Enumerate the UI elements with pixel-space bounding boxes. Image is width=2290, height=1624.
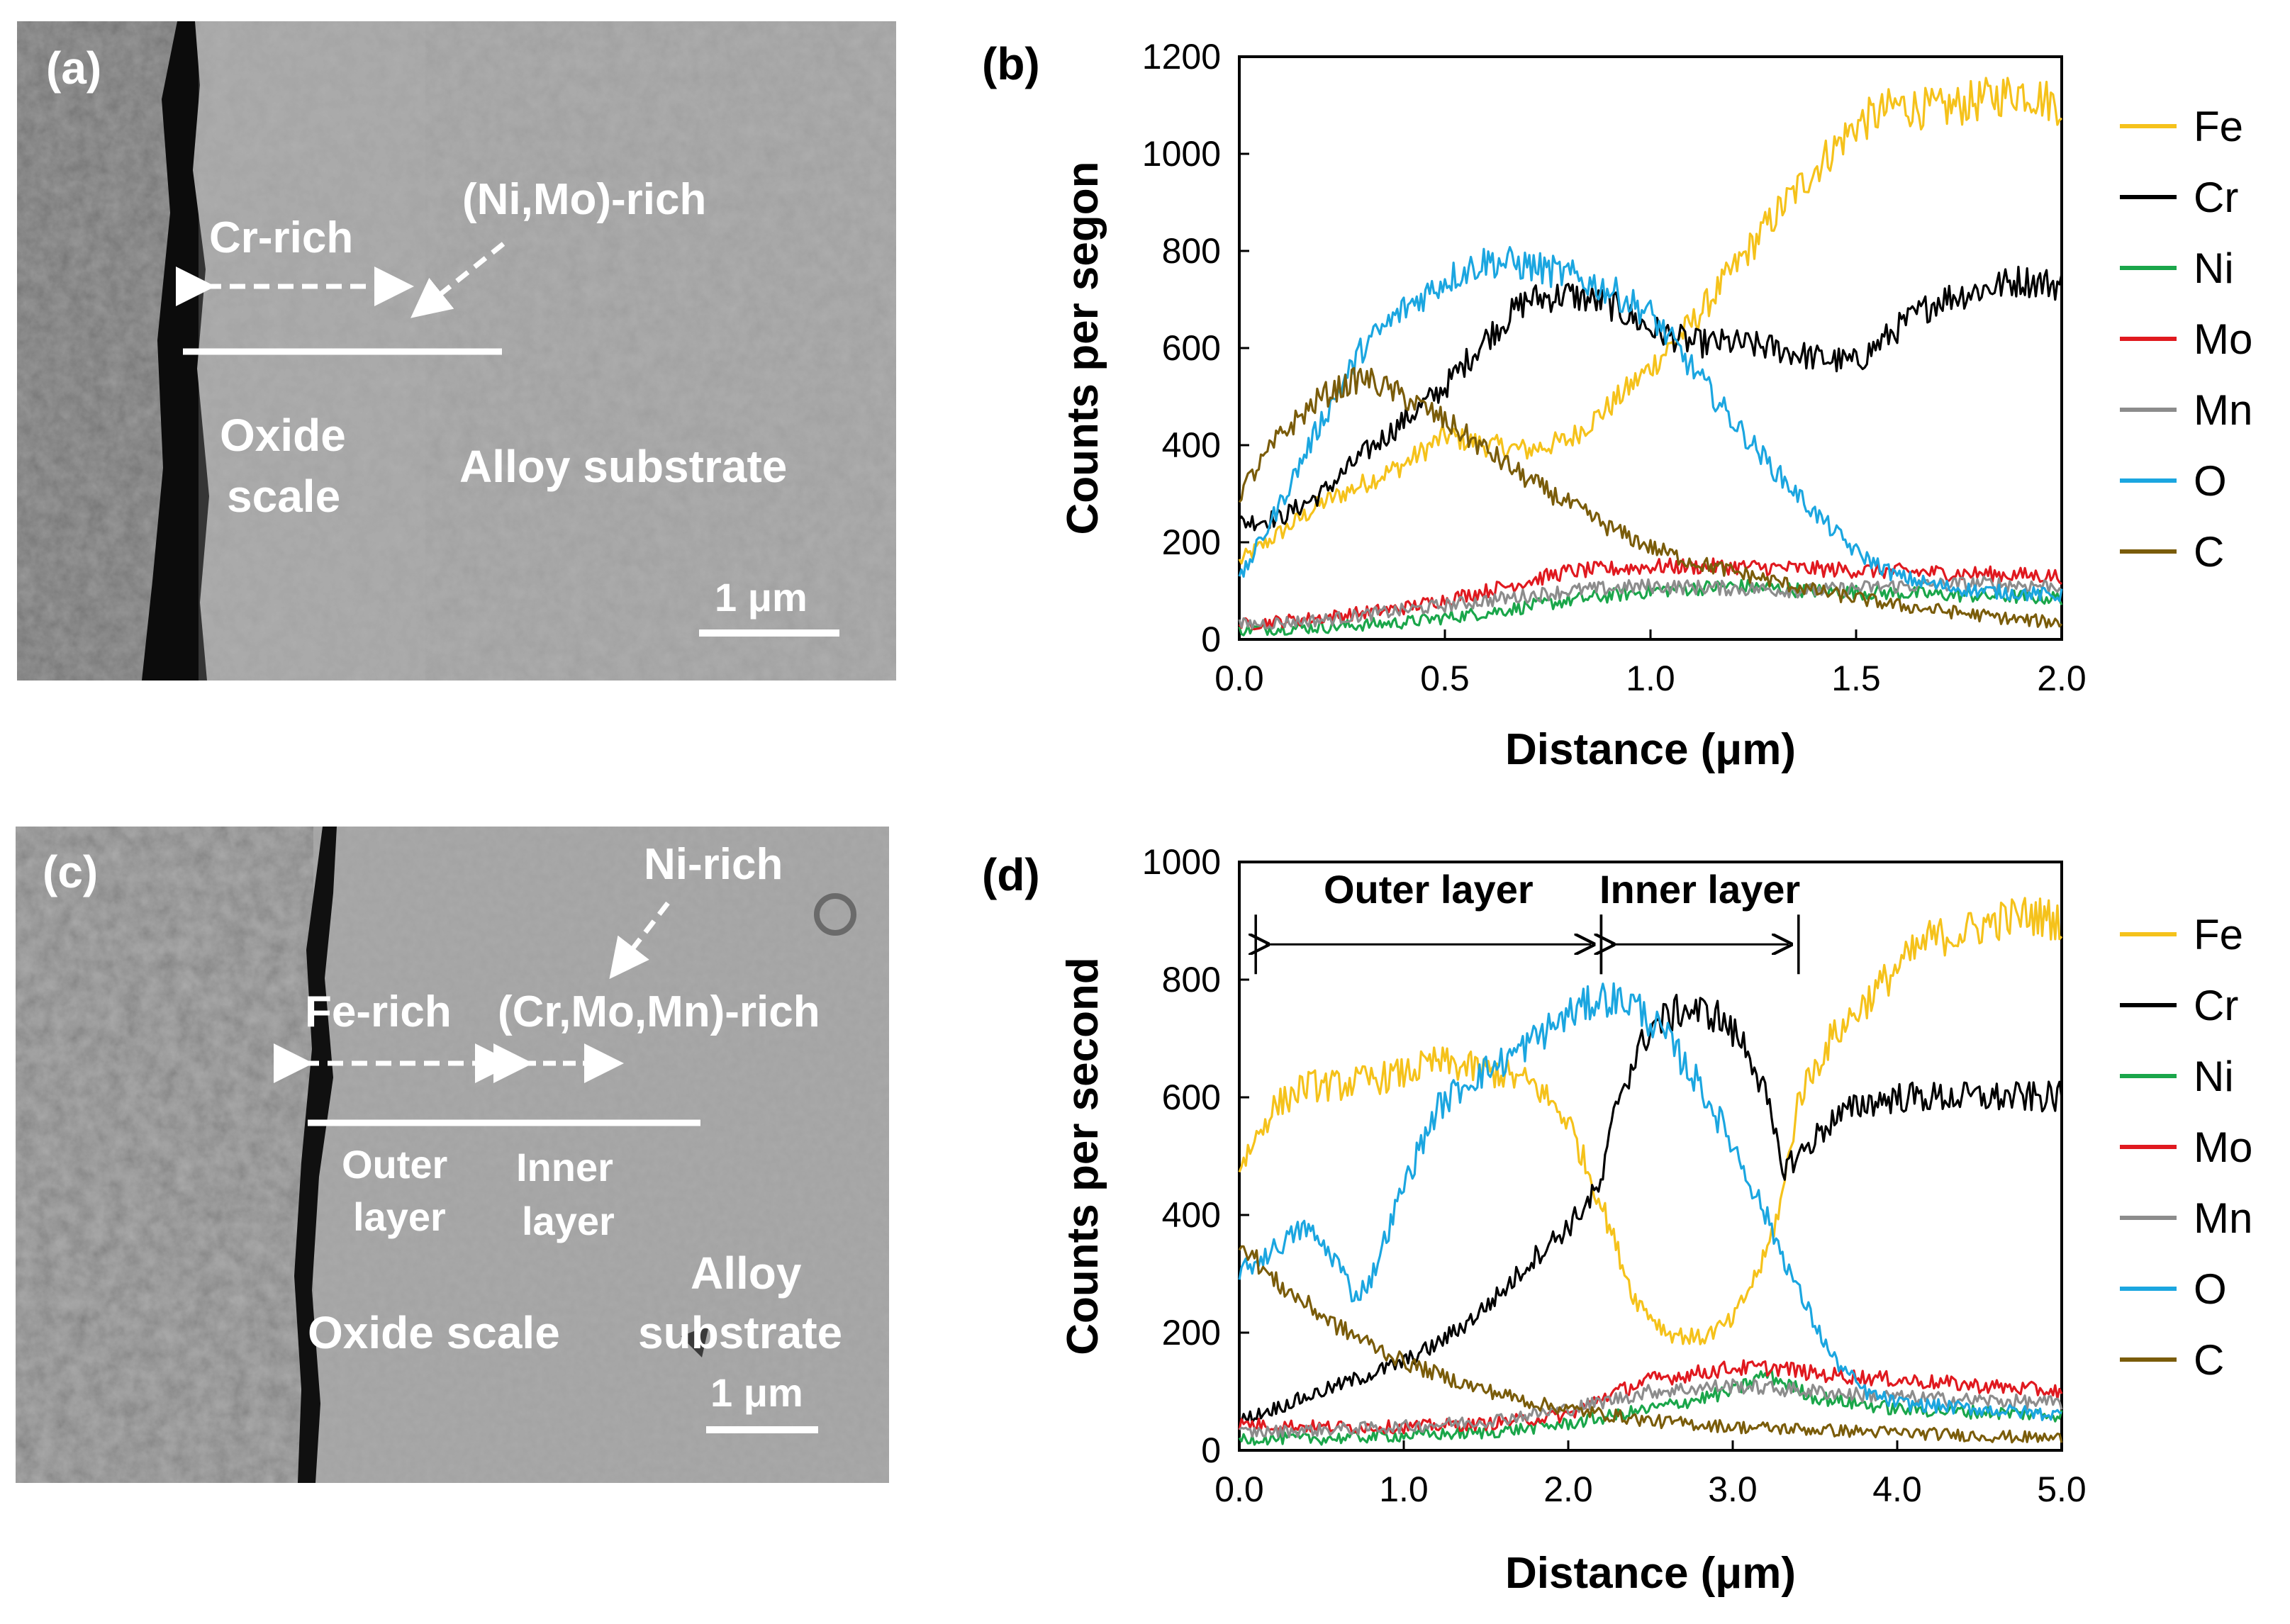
- panel-a-scale-bar: [699, 629, 839, 637]
- chart-d: (d) 0 200 400 600 800 1000 0.0 1.0 2.0 3.0 4.0 5.0…: [982, 842, 2252, 1598]
- panel-c-label: (c): [43, 846, 98, 897]
- chart-d-legend-label-fe: Fe: [2194, 911, 2243, 958]
- chart-d-series-fe: [1238, 897, 2063, 1345]
- panel-a-ni-mo-rich-label: (Ni,Mo)-rich: [462, 175, 706, 224]
- chart-b-legend-label-ni: Ni: [2194, 245, 2234, 292]
- chart-d-xtick-label: 1.0: [1379, 1469, 1429, 1509]
- chart-d-legend-label-mn: Mn: [2194, 1194, 2252, 1242]
- chart-b: (b) 0 200 400 600 800 1000 1200 0.0 0.5 1.0 1.5 2.…: [982, 37, 2252, 774]
- panel-c-fe-rich-label: Fe-rich: [305, 987, 452, 1036]
- panel-c-cr-mo-mn-rich-label: (Cr,Mo,Mn)-rich: [498, 987, 820, 1036]
- chart-d-panel-label: (d): [982, 849, 1040, 900]
- chart-b-ytick-label: 1000: [1142, 134, 1221, 174]
- chart-b-series-c: [1238, 366, 2063, 629]
- chart-b-xtick-label: 2.0: [2037, 659, 2087, 698]
- chart-d-xtick-label: 0.0: [1214, 1469, 1264, 1509]
- panel-c-oxide-crack: [294, 827, 337, 1483]
- chart-d-xtick-label: 3.0: [1708, 1469, 1758, 1509]
- chart-d-series-c: [1238, 1245, 2063, 1444]
- chart-d-legend: Fe Cr Ni Mo Mn OC: [2120, 911, 2252, 1384]
- panel-c-outer-label-2: layer: [353, 1194, 446, 1239]
- chart-d-series-mo: [1238, 1359, 2063, 1435]
- chart-d-ytick-label: 400: [1162, 1195, 1221, 1235]
- panel-a-label: (a): [46, 43, 101, 94]
- chart-d-series-o: [1238, 982, 2062, 1421]
- chart-d-ytick-label: 200: [1162, 1313, 1221, 1353]
- chart-d-legend-label-cr: Cr: [2194, 982, 2238, 1029]
- chart-b-ytick-label: 200: [1162, 522, 1221, 562]
- chart-d-series-cr: [1239, 993, 2063, 1424]
- panel-c-ni-rich-label: Ni-rich: [644, 840, 783, 889]
- chart-d-plot-frame: [1238, 861, 2063, 1452]
- panel-a-oxide-label: Oxide: [220, 410, 346, 461]
- panel-c-oxide-scale-label: Oxide scale: [308, 1307, 560, 1358]
- chart-b-xlabel: Distance (μm): [1505, 725, 1796, 774]
- chart-b-plot-frame: [1238, 55, 2063, 641]
- chart-d-xtick-label: 2.0: [1543, 1469, 1593, 1509]
- panel-c-inner-label-2: layer: [522, 1199, 615, 1243]
- panel-a-ni-mo-rich-arrow: [410, 242, 506, 318]
- chart-b-series-o: [1238, 246, 2063, 603]
- chart-b-ytick-label: 1200: [1142, 37, 1221, 77]
- panel-c-inner-label-1: Inner: [516, 1145, 613, 1189]
- chart-d-yticks: 0 200 400 600 800 1000: [1142, 842, 1249, 1470]
- chart-d-ytick-label: 0: [1201, 1430, 1221, 1470]
- chart-d-annotation-inner-label: Inner layer: [1599, 867, 1800, 912]
- panel-c-scale-bar: [706, 1426, 818, 1433]
- panel-a-alloy-substrate-label: Alloy substrate: [459, 441, 787, 492]
- chart-b-legend-label-mn: Mn: [2194, 386, 2252, 434]
- chart-d-annotation-outer-label: Outer layer: [1324, 867, 1534, 912]
- chart-d-ytick-label: 600: [1162, 1077, 1221, 1117]
- chart-b-ytick-label: 600: [1162, 328, 1221, 368]
- chart-d-series: [1238, 897, 2063, 1446]
- chart-d-series-mn: [1238, 1378, 2063, 1438]
- chart-d-ylabel: Counts per second: [1059, 957, 1107, 1355]
- chart-d-ytick-label: 800: [1162, 960, 1221, 999]
- chart-b-legend-label-o: O: [2194, 457, 2227, 505]
- panel-c-scale-bar-label: 1 μm: [710, 1370, 803, 1415]
- chart-b-legend-label-c: C: [2194, 528, 2224, 576]
- chart-b-series-ni: [1238, 578, 2063, 637]
- chart-b-xtick-label: 1.0: [1626, 659, 1675, 698]
- chart-b-ylabel: Counts per segon: [1059, 161, 1107, 534]
- chart-b-ytick-label: 0: [1201, 620, 1221, 659]
- chart-d-xtick-label: 5.0: [2037, 1469, 2087, 1509]
- panel-c-outer-label-1: Outer: [342, 1142, 447, 1187]
- chart-b-series-cr: [1238, 265, 2063, 532]
- chart-d-xlabel: Distance (μm): [1505, 1549, 1796, 1598]
- panel-a-oxide-crack: [142, 21, 209, 681]
- chart-b-yticks: 0 200 400 600 800 1000 1200: [1142, 37, 1249, 659]
- chart-b-ytick-label: 800: [1162, 231, 1221, 271]
- chart-b-xtick-label: 0.5: [1420, 659, 1470, 698]
- chart-d-legend-label-mo: Mo: [2194, 1124, 2252, 1171]
- chart-d-legend-label-ni: Ni: [2194, 1053, 2234, 1100]
- chart-d-ytick-label: 1000: [1142, 842, 1221, 882]
- chart-b-xtick-label: 1.5: [1831, 659, 1881, 698]
- chart-b-xtick-label: 0.0: [1214, 659, 1264, 698]
- panel-c-substrate-label: substrate: [638, 1307, 842, 1358]
- panel-a-cr-rich-label: Cr-rich: [209, 213, 353, 262]
- chart-d-legend-label-c: C: [2194, 1336, 2224, 1384]
- chart-b-legend-label-fe: Fe: [2194, 103, 2243, 150]
- chart-d-xtick-label: 4.0: [1872, 1469, 1922, 1509]
- chart-b-xticks: 0.0 0.5 1.0 1.5 2.0: [1214, 629, 2087, 698]
- panel-c-ni-rich-arrow: [609, 901, 670, 980]
- chart-b-legend: Fe Cr Ni Mo Mn OC: [2120, 103, 2252, 576]
- chart-b-series-fe: [1238, 77, 2063, 565]
- chart-b-series: [1238, 77, 2063, 637]
- panel-a-scale-bar-label: 1 μm: [715, 575, 808, 620]
- chart-d-legend-label-o: O: [2194, 1265, 2227, 1313]
- chart-b-panel-label: (b): [982, 38, 1040, 89]
- chart-d-annotations: Outer layer Inner layer: [1256, 867, 1800, 975]
- chart-d-xticks: 0.0 1.0 2.0 3.0 4.0 5.0: [1214, 1440, 2087, 1509]
- panel-a-scale-label: scale: [227, 471, 340, 522]
- chart-b-legend-label-cr: Cr: [2194, 174, 2238, 221]
- panel-c-alloy-label: Alloy: [691, 1248, 802, 1299]
- chart-b-legend-label-mo: Mo: [2194, 315, 2252, 363]
- panel-c-sem-image: [16, 827, 889, 1483]
- chart-b-ytick-label: 400: [1162, 425, 1221, 465]
